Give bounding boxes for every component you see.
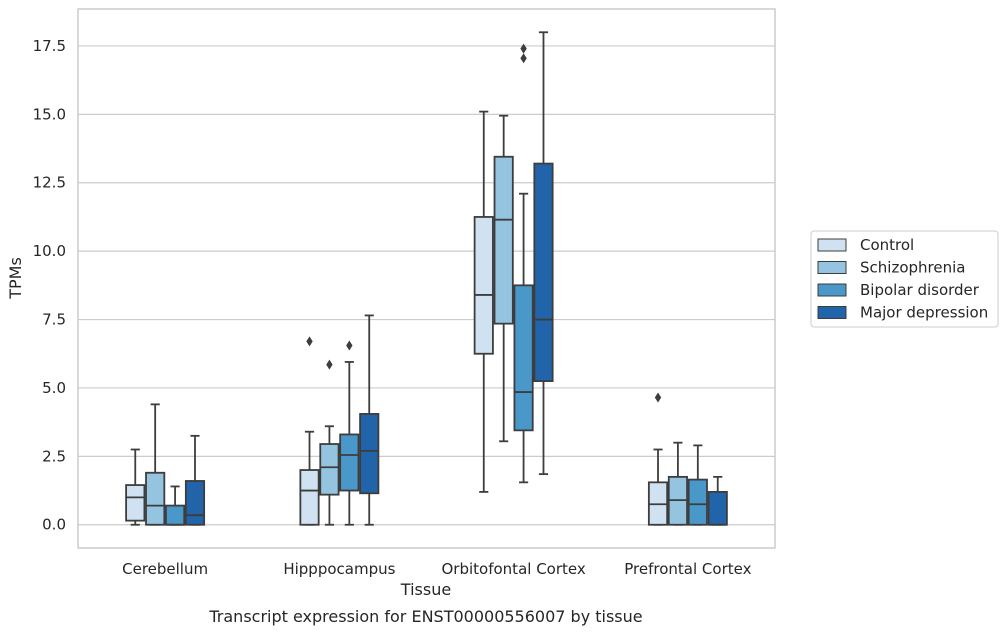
- box-group: [359, 314, 380, 526]
- y-tick-label: 17.5: [33, 37, 66, 55]
- box-group: [339, 340, 360, 526]
- box: [299, 469, 320, 526]
- box: [165, 504, 186, 526]
- legend-swatch: [817, 261, 847, 274]
- gridlines: [78, 45, 775, 526]
- y-tick-labels: 0.0 2.5 5.0 7.5 10.0 12.5 15.0 17.5: [33, 37, 66, 534]
- box: [513, 284, 534, 432]
- legend-label: Bipolar disorder: [860, 281, 980, 299]
- legend-label: Major depression: [860, 304, 988, 322]
- outlier-point: [346, 340, 353, 351]
- y-tick-label: 5.0: [42, 379, 66, 397]
- x-tick-labels: Cerebellum Hipppocampus Orbitofontal Corte…: [122, 560, 751, 578]
- box: [707, 491, 728, 526]
- box-group: [145, 403, 166, 526]
- y-tick-label: 7.5: [42, 311, 66, 329]
- box: [339, 433, 360, 492]
- box: [359, 413, 380, 495]
- box-group: [707, 475, 728, 526]
- y-tick-label: 15.0: [33, 105, 66, 123]
- outlier-point: [654, 392, 662, 403]
- box-group: [533, 31, 554, 476]
- box-group: [493, 114, 514, 443]
- outlier-point: [326, 359, 333, 370]
- box: [125, 484, 146, 522]
- x-tick-label: Hipppocampus: [283, 560, 395, 578]
- box-group: [667, 441, 688, 526]
- box: [184, 480, 206, 526]
- box: [533, 162, 554, 383]
- y-tick-label: 12.5: [33, 174, 66, 192]
- y-tick-label: 10.0: [33, 242, 66, 260]
- y-tick-label: 2.5: [42, 447, 66, 465]
- legend-label: Control: [860, 236, 914, 254]
- outlier-point: [306, 336, 313, 347]
- boxes: [125, 31, 728, 526]
- box: [319, 443, 340, 496]
- box-group: [319, 359, 340, 526]
- legend-swatch: [817, 306, 847, 319]
- x-tick-label: Orbitofontal Cortex: [442, 560, 586, 578]
- legend-swatch: [817, 238, 847, 252]
- box-group: [165, 485, 186, 526]
- y-tick-label: 0.0: [42, 516, 66, 534]
- plot-frame: [77, 8, 776, 549]
- chart-title: Transcript expression for ENST0000055600…: [208, 607, 642, 626]
- box-group: [125, 448, 146, 526]
- x-axis-label: Tissue: [400, 580, 451, 599]
- box: [473, 216, 494, 355]
- y-axis-label: TPMs: [6, 257, 25, 300]
- box: [687, 478, 708, 526]
- box-group: [299, 336, 320, 526]
- box-group: [184, 434, 206, 526]
- box-group: [473, 110, 494, 493]
- outlier-point: [520, 53, 527, 64]
- box-group: [687, 444, 708, 526]
- legend-frame: [810, 230, 999, 328]
- box-group: [647, 392, 669, 526]
- box: [145, 471, 166, 526]
- box-group: [513, 43, 534, 484]
- x-tick-label: Prefrontal Cortex: [624, 560, 751, 578]
- x-tick-label: Cerebellum: [122, 560, 208, 578]
- outlier-point: [520, 43, 527, 54]
- legend: Control Schizophrenia Bipolar disorder Majo…: [810, 230, 999, 328]
- legend-label: Schizophrenia: [860, 259, 965, 277]
- legend-swatch: [817, 283, 847, 297]
- box: [493, 155, 514, 325]
